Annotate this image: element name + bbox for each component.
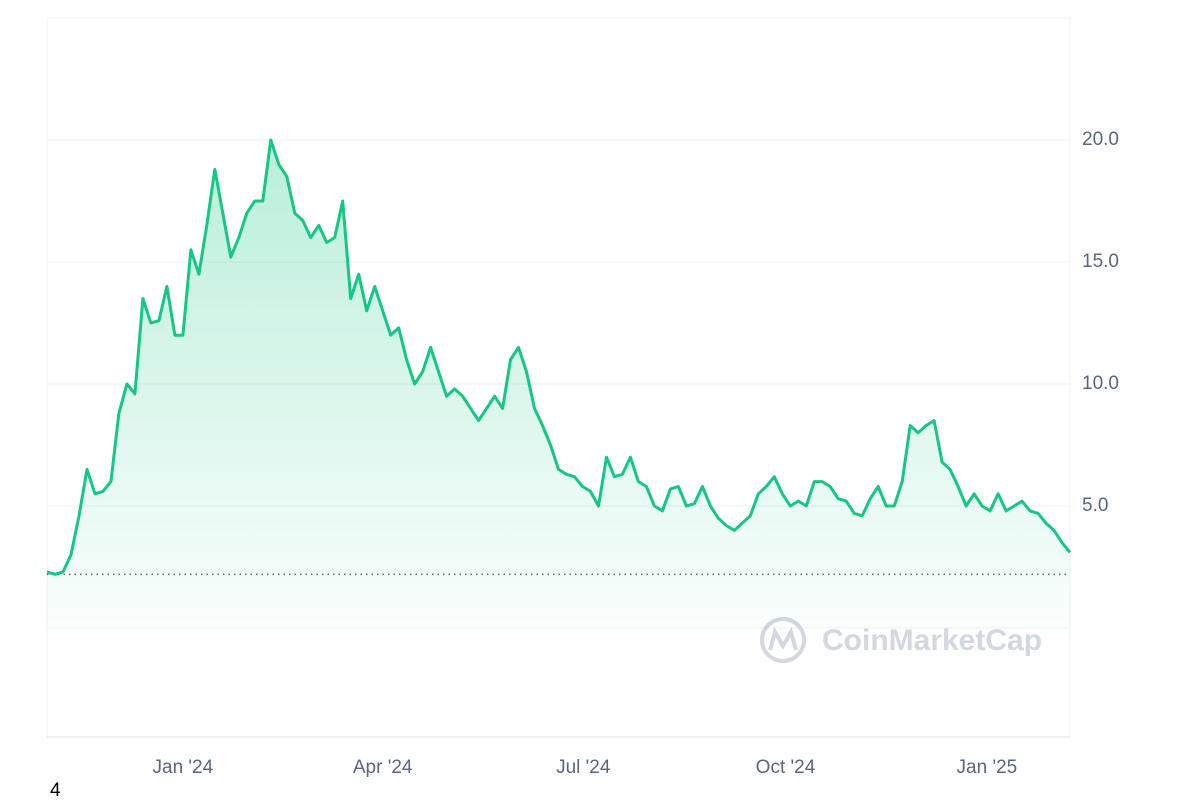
x-tick-label: Jul '24 [556, 757, 611, 778]
y-tick-label: 10.0 [1082, 373, 1119, 394]
y-tick-label: 5.0 [1082, 495, 1108, 516]
x-tick-label: Apr '24 [353, 757, 413, 778]
y-tick-label: 15.0 [1082, 251, 1119, 272]
x-tick-label: Jan '25 [957, 757, 1018, 778]
price-area [47, 140, 1070, 628]
x-tick-label: Oct '24 [756, 757, 816, 778]
y-tick-label: 20.0 [1082, 129, 1119, 150]
corner-label: 4 [50, 780, 61, 800]
price-line [46, 138, 1072, 576]
watermark: CoinMarketCap [822, 624, 1042, 657]
x-tick-label: Jan '24 [153, 757, 214, 778]
watermark-logo [760, 617, 806, 663]
